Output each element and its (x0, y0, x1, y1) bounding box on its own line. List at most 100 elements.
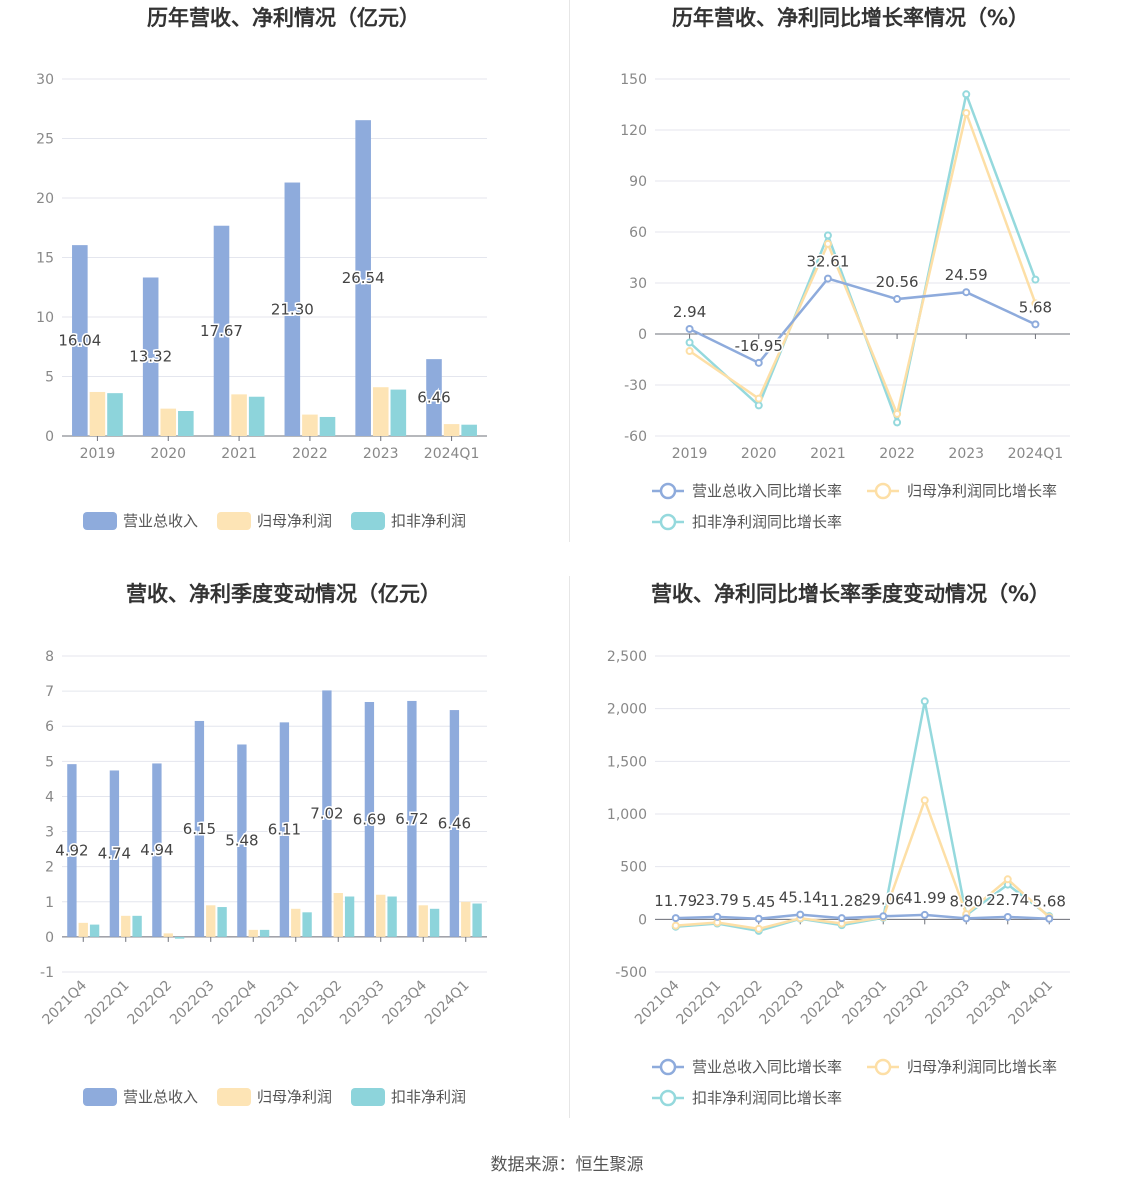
y-tick-label: 20 (36, 191, 54, 207)
y-tick-label: 15 (36, 251, 54, 267)
x-tick-label: 2024Q1 (424, 446, 480, 462)
legend-marker (659, 513, 677, 531)
y-tick-label: 1,500 (607, 754, 647, 770)
quarterly-growth-rate-panel: 营收、净利同比增长率季度变动情况（%） -500 0 500 1,000 1,500 2,… (567, 576, 1134, 1151)
line-point (962, 914, 971, 923)
line-value-label: 23.79 (696, 891, 739, 909)
panel-divider (569, 576, 570, 1118)
bar-revenue (322, 690, 332, 937)
y-tick-label: 2,000 (607, 702, 647, 718)
x-tick-label: 2024Q1 (1008, 446, 1064, 462)
line-point (685, 325, 694, 334)
line-value-label: 22.74 (986, 891, 1029, 909)
line-point (754, 914, 763, 923)
bar-revenue (355, 120, 371, 436)
bar-deducted-profit (461, 424, 477, 436)
line-value-label: 11.28 (820, 892, 863, 910)
y-tick-label: 30 (36, 72, 54, 88)
x-tick-label: 2022Q4 (209, 977, 260, 1028)
line-point (1031, 275, 1040, 284)
x-tick-label: 2020 (741, 446, 777, 462)
line-value-label: 5.45 (742, 893, 775, 911)
x-tick-label: 2021Q4 (39, 977, 90, 1028)
legend-label: 营业总收入 (123, 512, 198, 530)
bar-value-label: 6.72 (395, 810, 428, 828)
bar-net-profit (160, 408, 177, 436)
y-tick-label: 30 (629, 276, 647, 292)
quarterly-growth-rate-chart: -500 0 500 1,000 1,500 2,000 2,500 2021Q42022Q1… (607, 649, 1070, 1107)
y-tick-label: 5 (45, 754, 54, 770)
line-deducted-profit-growth (688, 89, 1037, 427)
line-point (893, 295, 902, 304)
line-point (823, 239, 832, 248)
bar-revenue (237, 744, 247, 937)
x-tick-label: 2021Q4 (632, 977, 683, 1028)
legend-swatch (83, 1088, 117, 1106)
legend-label: 归母净利润同比增长率 (907, 1058, 1057, 1076)
y-tick-label: 8 (45, 649, 54, 665)
line-point (754, 924, 763, 933)
bar-value-label: 7.02 (310, 805, 343, 823)
legend-label: 扣非净利润同比增长率 (692, 1089, 842, 1107)
legend-marker (659, 1089, 677, 1107)
line-value-label: 45.14 (779, 889, 822, 907)
bar-revenue (152, 763, 162, 937)
bar-deducted-profit (429, 908, 440, 937)
bar-net-profit (291, 908, 301, 937)
x-tick-label: 2022Q3 (167, 978, 218, 1029)
bar-revenue (449, 710, 460, 937)
line-point (1031, 299, 1040, 308)
legend-swatch (351, 512, 385, 530)
line-point (671, 914, 680, 923)
legend-marker (874, 1058, 892, 1076)
annual-revenue-profit-chart: 0 5 10 15 20 25 30 2019 2020 2021 2022 2023 2024Q1 16… (36, 72, 487, 530)
line-revenue-growth (689, 277, 1036, 365)
x-tick-label: 2023 (948, 446, 984, 462)
y-tick-label: -500 (615, 965, 647, 981)
x-tick-label: 2023Q2 (294, 978, 345, 1029)
data-source-note: 数据来源：恒生聚源 (490, 1155, 644, 1175)
legend-label: 扣非净利润同比增长率 (692, 513, 842, 531)
quarterly-revenue-profit-panel: 营收、净利季度变动情况（亿元） -1 0 1 2 3 4 5 6 7 8 2021Q4 2022Q1 2… (0, 576, 567, 1151)
x-tick-label: 2019 (672, 446, 708, 462)
x-tick-label: 2023Q2 (881, 978, 932, 1029)
legend-label: 营业总收入同比增长率 (692, 1058, 842, 1076)
bar-value-label: 26.54 (342, 269, 385, 287)
y-tick-label: 2 (45, 860, 54, 876)
bar-net-profit (78, 922, 88, 937)
chart-title: 历年营收、净利同比增长率情况（%） (671, 6, 1030, 30)
legend-label: 营业总收入同比增长率 (692, 482, 842, 500)
line-point (823, 274, 832, 283)
line-point (962, 90, 971, 99)
legend-marker (659, 1058, 677, 1076)
line-point (671, 921, 680, 930)
line-value-label: 8.80 (950, 892, 983, 910)
line-point (1003, 912, 1012, 921)
line-value-label: 5.68 (1019, 298, 1052, 316)
x-tick-label: 2022Q3 (756, 978, 807, 1029)
x-tick-label: 2023Q1 (839, 978, 890, 1029)
y-tick-label: -60 (624, 429, 647, 445)
line-value-label: 2.94 (673, 303, 706, 321)
line-revenue-growth (675, 913, 1050, 921)
bar-net-profit (418, 905, 428, 937)
bar-net-profit (231, 394, 247, 436)
legend-label: 归母净利润 (257, 1088, 332, 1106)
line-value-label: 20.56 (876, 273, 919, 291)
bar-net-profit (372, 387, 389, 436)
bar-value-label: 6.69 (353, 810, 386, 828)
bar-deducted-profit (174, 936, 185, 939)
bar-deducted-profit (344, 896, 355, 937)
x-tick-label: 2023Q4 (964, 977, 1015, 1028)
legend-label: 归母净利润同比增长率 (907, 482, 1057, 500)
x-tick-label: 2024Q1 (1005, 978, 1056, 1029)
bar-deducted-profit (387, 896, 397, 937)
line-net-profit-growth (675, 796, 1051, 931)
bar-net-profit (333, 893, 343, 937)
bar-revenue (72, 245, 88, 436)
bar-net-profit (206, 905, 216, 937)
y-tick-label: 500 (620, 860, 647, 876)
y-tick-label: 7 (45, 684, 54, 700)
legend-swatch (351, 1088, 385, 1106)
bar-deducted-profit (472, 903, 482, 937)
